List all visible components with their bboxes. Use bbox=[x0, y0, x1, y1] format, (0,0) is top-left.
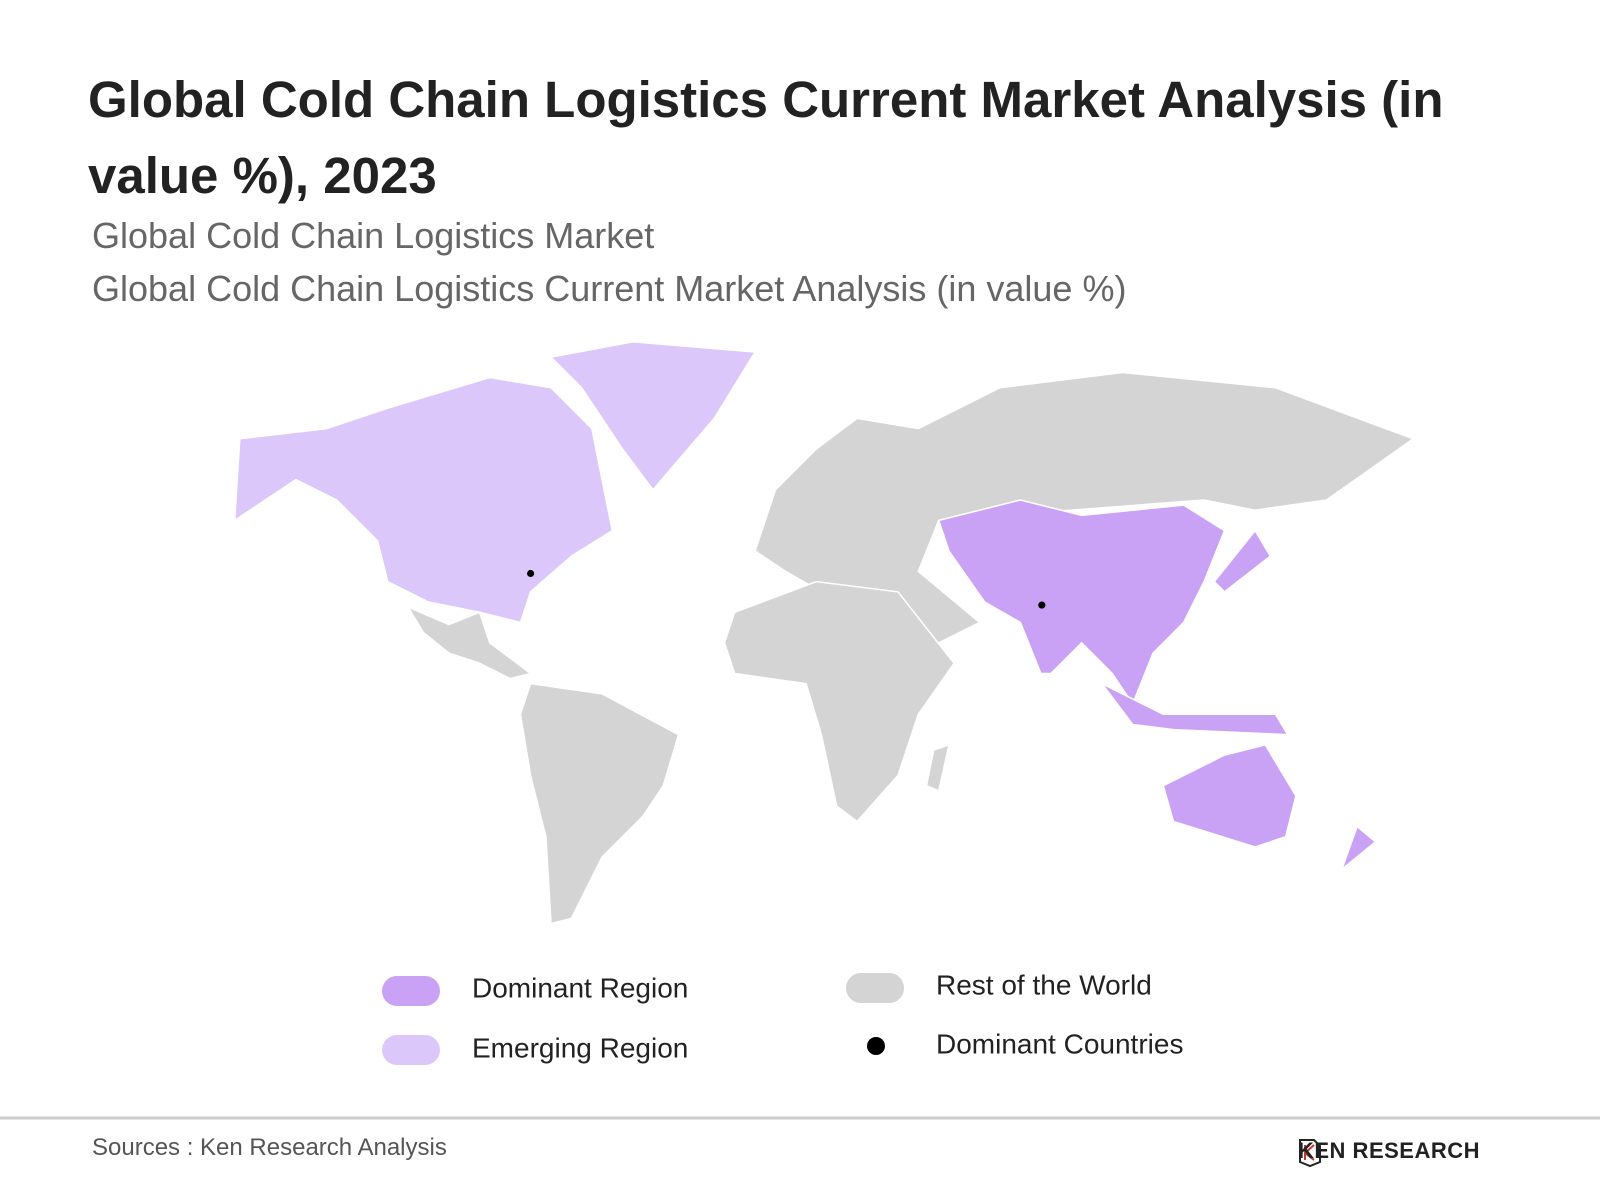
region-japan bbox=[1213, 529, 1272, 593]
region-south-america bbox=[519, 682, 680, 925]
region-north-america bbox=[233, 376, 614, 624]
legend-label: Emerging Region bbox=[472, 1032, 688, 1063]
logo-icon bbox=[1299, 1139, 1321, 1168]
region-indonesia bbox=[1101, 682, 1290, 736]
dominant-country-marker bbox=[527, 569, 535, 578]
title: Global Cold Chain Logistics Current Mark… bbox=[88, 71, 1444, 204]
region-asia bbox=[937, 499, 1226, 706]
subtitle: Global Cold Chain Logistics Market bbox=[92, 215, 655, 256]
region-greenland bbox=[549, 341, 757, 492]
legend-swatch bbox=[846, 973, 904, 1003]
region-new-zealand bbox=[1340, 825, 1377, 872]
legend-swatch bbox=[382, 976, 440, 1006]
legend-label: Rest of the World bbox=[936, 969, 1152, 1000]
legend-label: Dominant Countries bbox=[936, 1028, 1183, 1059]
legend-label: Dominant Region bbox=[472, 972, 688, 1003]
legend-swatch bbox=[867, 1037, 885, 1055]
logo-text: KEN RESEARCH bbox=[1298, 1138, 1481, 1163]
dominant-country-marker bbox=[1038, 601, 1046, 609]
source: Sources : Ken Research Analysis bbox=[92, 1134, 447, 1161]
region-central-america bbox=[406, 605, 533, 680]
subtitle: Global Cold Chain Logistics Current Mark… bbox=[92, 268, 1127, 309]
region-madagascar bbox=[925, 743, 951, 792]
region-australia bbox=[1162, 744, 1297, 848]
legend-swatch bbox=[382, 1035, 440, 1065]
region-africa bbox=[723, 580, 956, 823]
